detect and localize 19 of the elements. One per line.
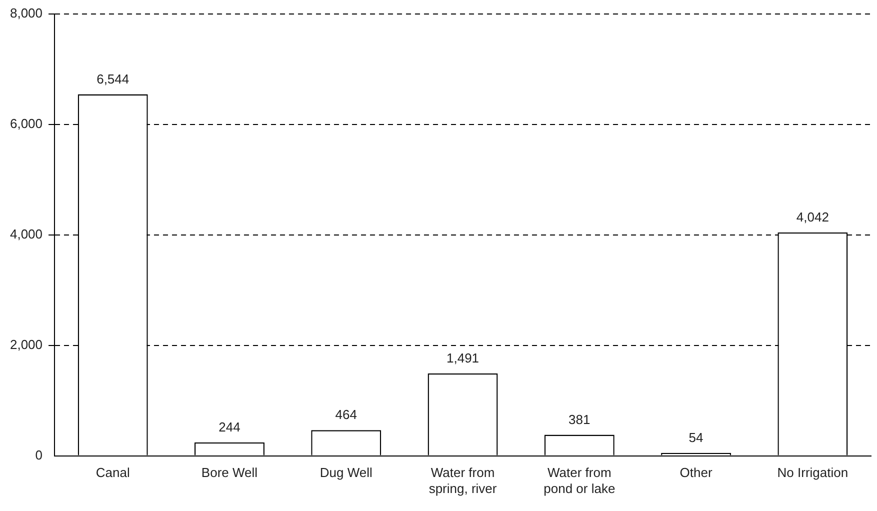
x-tick-label: Dug Well	[320, 465, 372, 480]
x-tick-label: No Irrigation	[777, 465, 848, 480]
data-label: 54	[688, 430, 704, 445]
data-label: 4,042	[796, 210, 829, 225]
x-tick-label: Water from spring, river	[428, 465, 498, 496]
y-tick-label: 2,000	[10, 336, 43, 352]
y-tick-label: 4,000	[10, 226, 43, 242]
data-label: 6,544	[96, 71, 130, 86]
x-tick-label: Water from pond or lake	[544, 465, 616, 496]
y-tick-label: 0	[35, 447, 43, 462]
y-tick-label: 6,000	[10, 116, 43, 131]
x-tick-label: Other	[680, 465, 713, 480]
x-tick-label: Bore Well	[201, 465, 258, 480]
data-label: 1,491	[446, 350, 480, 366]
data-label: 244	[218, 419, 240, 434]
data-label: 464	[335, 407, 357, 422]
y-tick-label: 8,000	[10, 5, 43, 20]
x-tick-label: Canal	[96, 465, 130, 480]
data-label: 381	[568, 412, 590, 427]
